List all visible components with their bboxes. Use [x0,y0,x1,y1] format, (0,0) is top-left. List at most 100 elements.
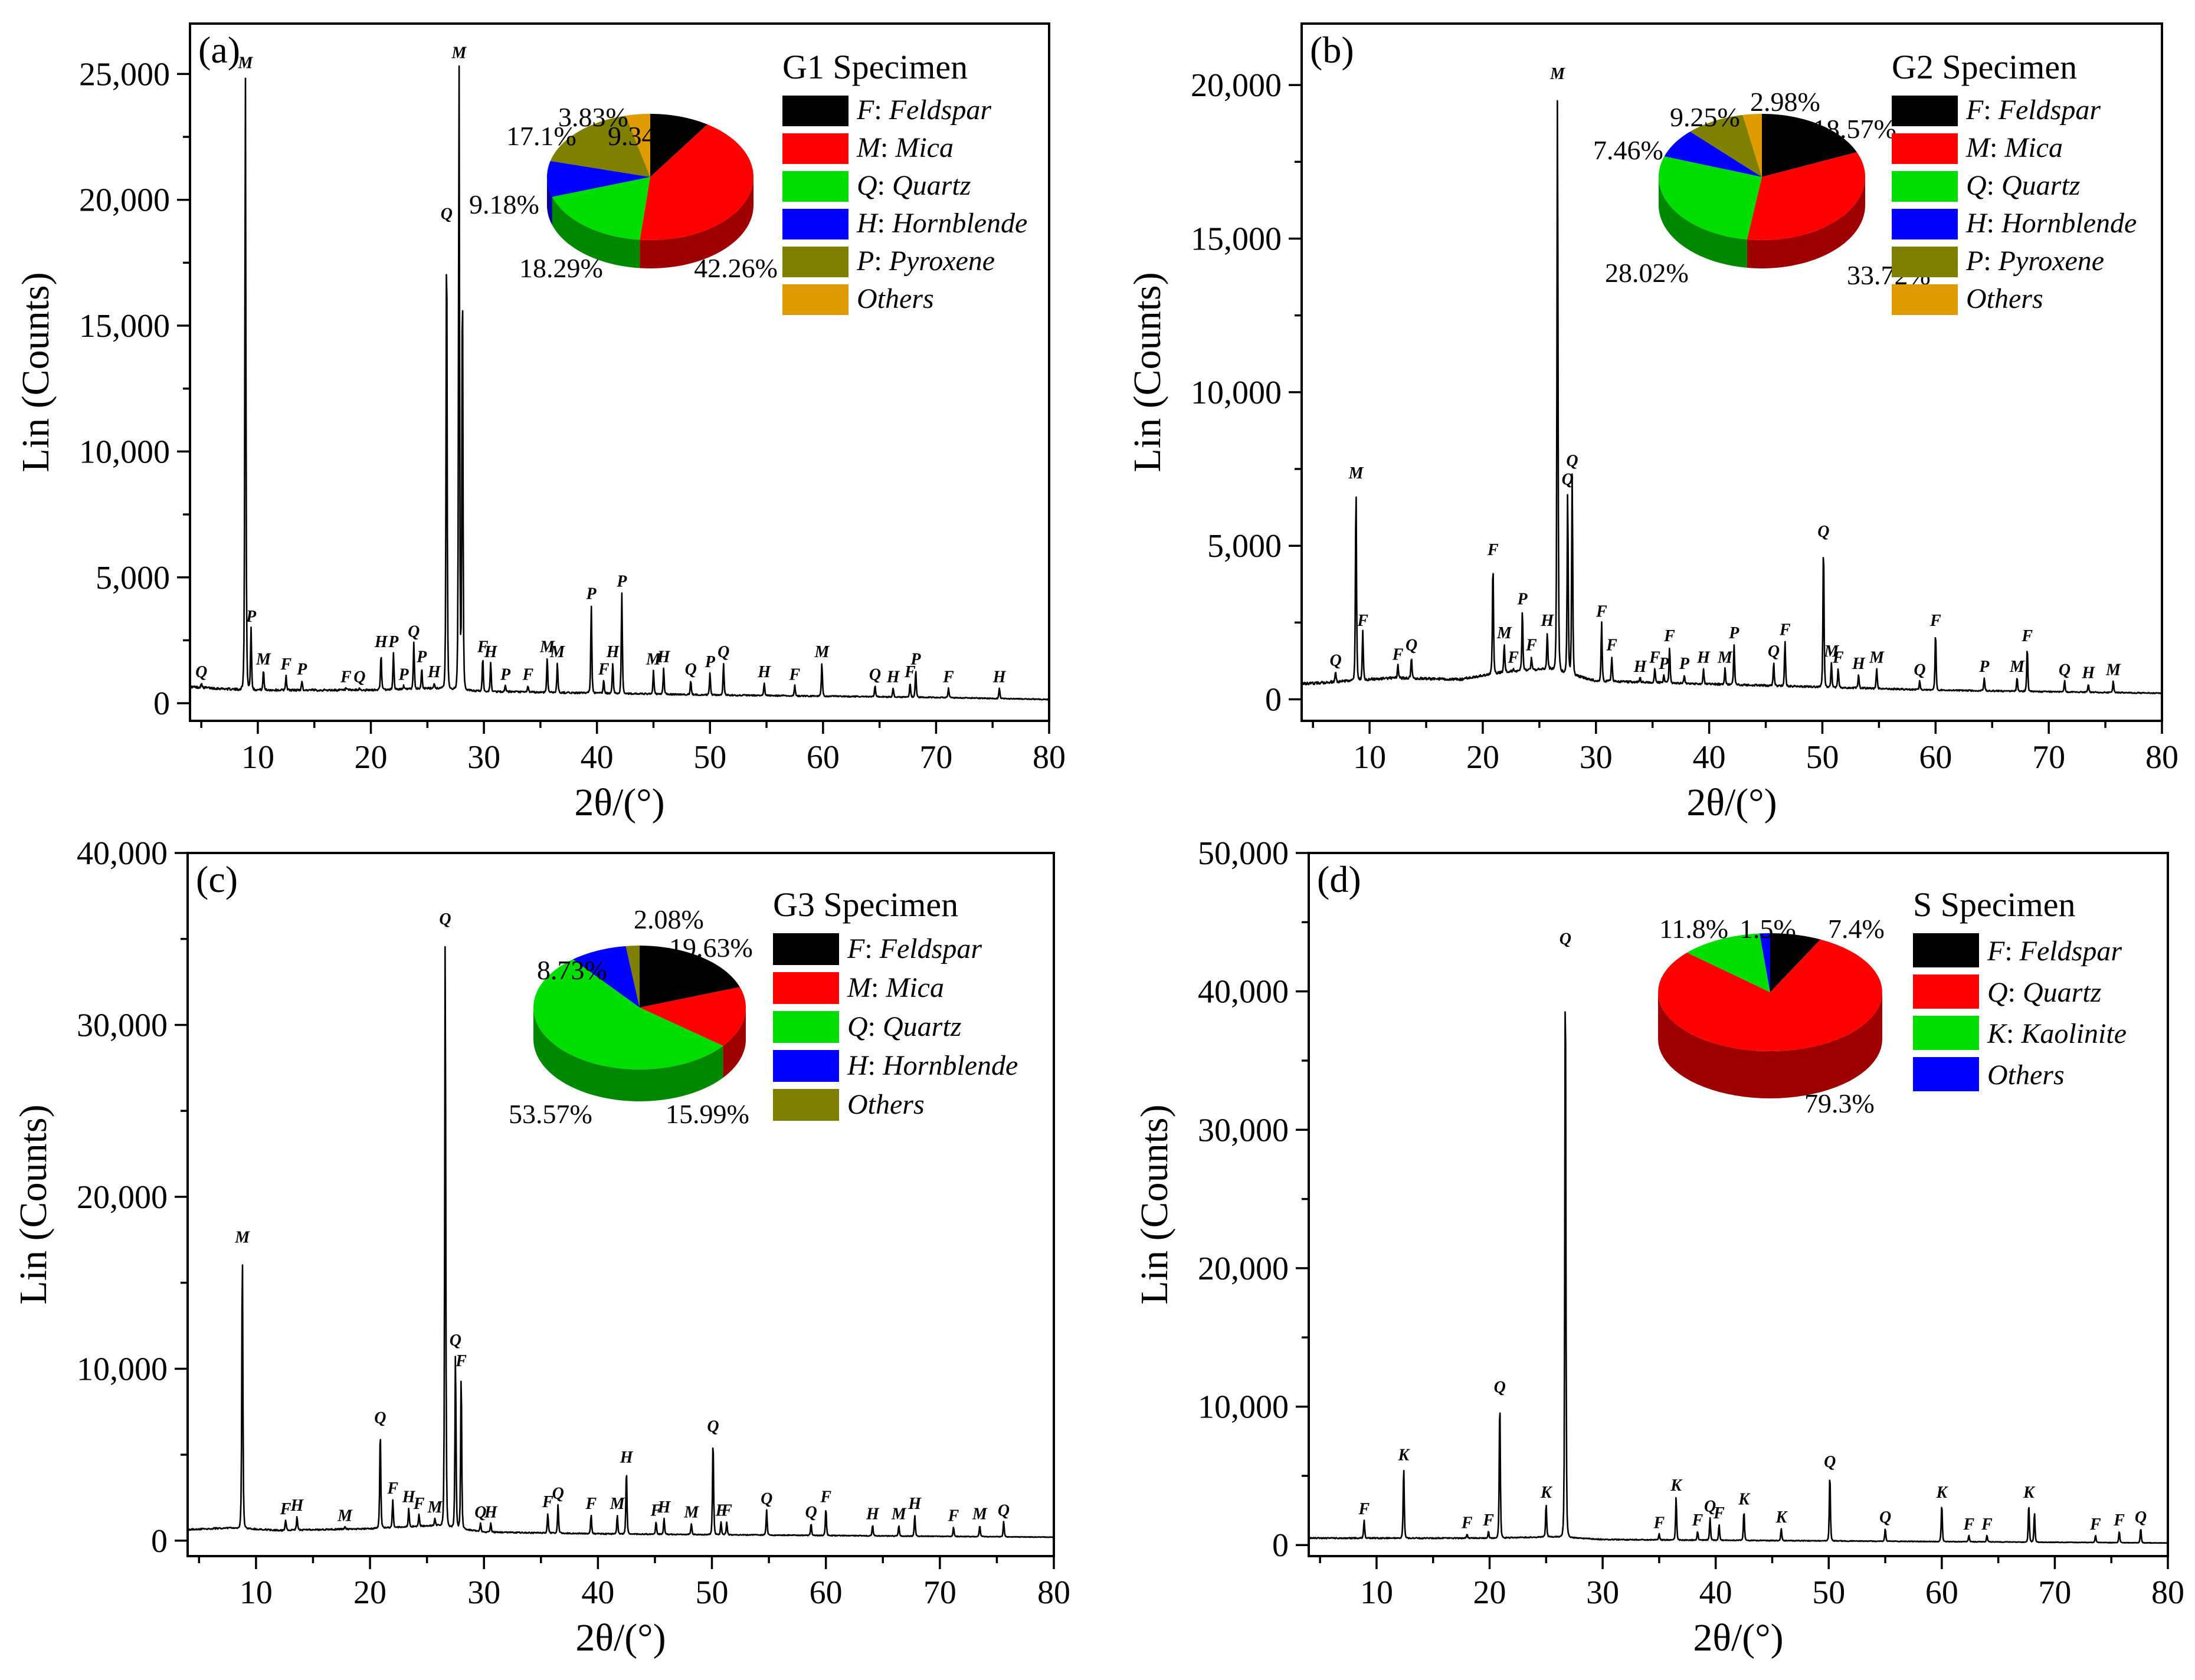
peak-label: H [290,1497,304,1515]
legend-mineral: Feldspar [1998,94,2101,126]
peak-label: P [586,585,597,603]
legend-swatch [1892,284,1958,315]
x-tick-label: 40 [1693,739,1726,776]
peak-label: Q [2059,661,2070,679]
pie-slice-M [1747,152,1865,240]
axes-frame [189,22,1050,722]
legend-abbr: M [856,132,882,163]
peak-label: F [340,668,352,687]
peak-label: M [646,651,661,669]
pie-slice-Q [1659,156,1762,239]
y-tick-label: 10,000 [77,1351,168,1387]
y-tick-label: 0 [1272,1527,1289,1564]
pie-slice-H [572,946,640,1008]
pie-slice-Others [625,114,650,177]
peak-label: F [650,1502,662,1520]
x-tick-label: 70 [923,1574,956,1611]
peak-label: M [891,1505,907,1524]
peak-label: M [1348,464,1364,483]
peak-label: F [1358,1500,1370,1518]
x-axis-title: 2θ/(°) [1693,1616,1783,1659]
peak-label: M [1869,649,1885,667]
peak-label: F [1357,612,1368,630]
x-tick-label: 10 [240,1574,273,1611]
legend-mineral: Others [857,283,934,314]
legend-entry: Others [1987,1059,2065,1091]
legend-entry: F: Feldspar [847,933,982,964]
y-tick-label: 50,000 [1198,835,1289,872]
legend-colon: : [877,170,892,201]
axes-frame [186,852,1055,1557]
legend-entry: M: Mica [856,132,954,163]
peak-label: H [427,663,441,681]
peak-label: F [2113,1511,2125,1530]
peak-label: M [2105,661,2121,679]
x-tick-label: 10 [241,739,274,776]
x-tick-label: 60 [807,739,840,776]
legend-entry: Others [847,1089,925,1120]
x-tick-label: 30 [467,1574,500,1611]
peak-label: F [2021,627,2033,645]
y-tick-label: 15,000 [79,308,170,344]
peak-label: M [1717,649,1733,667]
x-tick-label: 20 [353,1574,386,1611]
x-tick-label: 40 [1699,1574,1732,1611]
legend-swatch [1913,933,1979,967]
x-tick-label: 60 [810,1574,843,1611]
legend-mineral: Quartz [883,1011,962,1042]
legend-mineral: Feldspar [2019,936,2122,967]
y-tick-label: 30,000 [1198,1112,1289,1149]
x-tick-label: 60 [1925,1574,1958,1611]
x-tick-label: 20 [1466,739,1499,776]
y-tick-label: 20,000 [77,1179,168,1216]
legend-mineral: Feldspar [879,933,982,964]
peak-label: Q [707,1418,719,1436]
legend-abbr: H [1965,208,1988,239]
legend-swatch [782,247,848,277]
legend-title: S Specimen [1913,885,2075,924]
x-tick-label: 50 [1806,739,1839,776]
panel-label: (c) [196,858,238,900]
legend-mineral: Quartz [2023,977,2102,1008]
pie-label: 7.46% [1593,135,1663,165]
y-tick-label: 40,000 [77,835,168,872]
peak-label: F [2089,1515,2101,1534]
peak-label: M [237,54,253,72]
legend-entry: M: Mica [847,972,944,1003]
legend-title: G3 Specimen [773,885,958,924]
peak-label: P [1978,658,1990,676]
legend-swatch [782,284,848,315]
legend-title: G2 Specimen [1892,48,2077,86]
peak-label: Q [552,1485,564,1503]
y-tick-label: 20,000 [1198,1251,1289,1287]
peak-label: Q [1768,642,1780,661]
xrd-trace [1301,100,2162,695]
x-tick-label: 30 [1586,1574,1619,1611]
pie-slice-Others [1760,933,1770,992]
pie-chart [1659,114,1865,268]
legend-swatch [1913,1057,1979,1091]
peak-label: M [1549,65,1565,83]
peak-label: F [1461,1514,1473,1533]
legend-abbr: F [847,933,865,964]
peak-label: Q [1824,1453,1836,1471]
peak-label: M [610,1495,625,1513]
pie-slice-K [1687,933,1770,992]
legend-colon: : [874,94,889,126]
peak-label: F [542,1493,553,1511]
peak-label: P [296,661,307,679]
legend-abbr: H [856,208,879,239]
peak-label: P [500,665,511,684]
x-tick-label: 50 [696,1574,729,1611]
peak-label: F [1606,636,1617,655]
x-tick-label: 60 [1919,739,1952,776]
pie-wall-Q [1659,177,1747,268]
pie-wall-Q [533,1008,723,1101]
legend-swatch [1892,96,1958,126]
pie-slice-P [1690,114,1762,177]
peak-label: F [1487,541,1499,559]
peak-label: Q [869,665,881,684]
x-tick-label: 30 [467,739,500,776]
